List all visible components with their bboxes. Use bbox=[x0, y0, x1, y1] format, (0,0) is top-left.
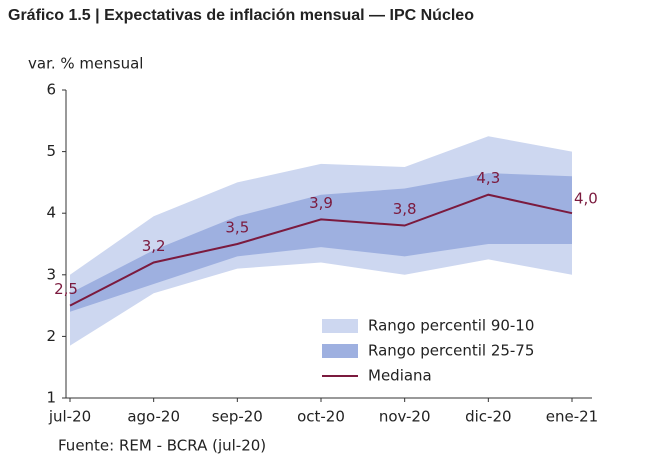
source: Fuente: REM - BCRA (jul-20) bbox=[58, 437, 266, 455]
legend-label: Mediana bbox=[368, 367, 432, 385]
x-tick-label: jul-20 bbox=[48, 408, 91, 426]
range-band bbox=[70, 173, 572, 312]
y-tick-label: 1 bbox=[46, 389, 56, 407]
value-label: 3,5 bbox=[225, 219, 249, 237]
y-tick-label: 3 bbox=[46, 265, 56, 283]
value-label: 3,2 bbox=[142, 237, 166, 255]
chart-title: Gráfico 1.5 | Expectativas de inflación … bbox=[8, 7, 474, 24]
x-tick-label: ene-21 bbox=[546, 408, 598, 426]
y-tick-label: 2 bbox=[46, 327, 56, 345]
y-tick-label: 5 bbox=[46, 142, 56, 160]
legend-swatch bbox=[322, 319, 358, 333]
median-line bbox=[69, 193, 573, 307]
value-label: 3,8 bbox=[393, 200, 417, 218]
x-tick-label: oct-20 bbox=[297, 408, 345, 426]
x-tick-label: sep-20 bbox=[212, 408, 263, 426]
y-axis-label: var. % mensual bbox=[28, 55, 143, 73]
y-tick-label: 6 bbox=[46, 81, 56, 99]
value-label: 4,0 bbox=[574, 190, 598, 208]
value-label: 3,9 bbox=[309, 194, 333, 212]
legend-label: Rango percentil 90-10 bbox=[368, 317, 534, 335]
value-label: 2,5 bbox=[54, 280, 78, 298]
y-tick-label: 4 bbox=[46, 204, 56, 222]
legend-label: Rango percentil 25-75 bbox=[368, 342, 534, 360]
value-label: 4,3 bbox=[476, 169, 500, 187]
x-tick-label: dic-20 bbox=[465, 408, 511, 426]
legend-swatch bbox=[322, 344, 358, 358]
x-tick-label: nov-20 bbox=[379, 408, 431, 426]
x-tick-label: ago-20 bbox=[127, 408, 180, 426]
